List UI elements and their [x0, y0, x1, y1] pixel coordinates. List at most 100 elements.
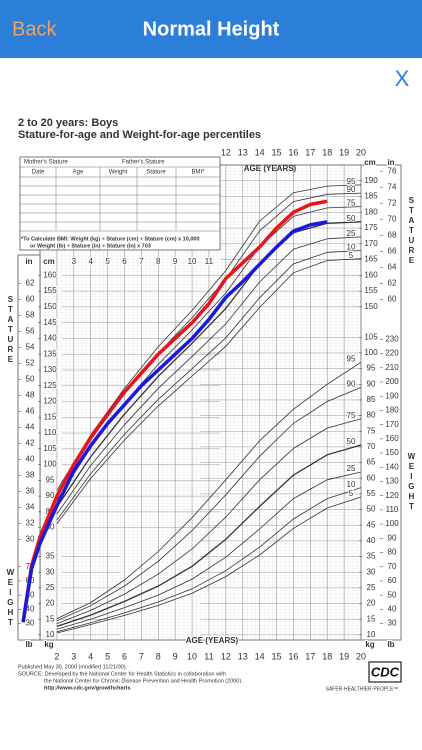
x-tick-label: 18 — [322, 147, 332, 157]
y-tick-label: 85 — [367, 395, 376, 404]
stature-label: STATURE — [6, 295, 15, 365]
column-header: Weight — [109, 170, 128, 176]
y-tick-label: 44 — [26, 423, 35, 432]
y-tick-label: 52 — [26, 359, 35, 368]
y-tick-label: 185 — [364, 192, 378, 201]
column-header: Stature — [146, 170, 166, 176]
y-tick-label: 15 — [46, 614, 55, 623]
cdc-tagline: SAFER·HEALTHIER·PEOPLE™ — [326, 686, 399, 692]
y-tick-label: 110 — [44, 428, 57, 437]
column-header: Date — [32, 170, 45, 176]
unit-label: in — [25, 257, 32, 266]
y-tick-label: 210 — [385, 363, 399, 372]
close-button[interactable]: X — [395, 66, 410, 91]
percentile-curve — [56, 471, 362, 630]
y-tick-label: 65 — [367, 458, 376, 467]
y-tick-label: 30 — [367, 567, 376, 576]
x-tick-label: 3 — [72, 257, 77, 266]
y-tick-label: 90 — [388, 533, 397, 542]
x-tick-label: 6 — [122, 651, 127, 661]
y-tick-label: 46 — [26, 407, 35, 416]
y-tick-label: 165 — [364, 255, 378, 264]
y-tick-label: 35 — [46, 552, 55, 561]
y-tick-label: 72 — [388, 198, 397, 207]
x-tick-label: 9 — [173, 651, 178, 661]
y-tick-label: 60 — [388, 576, 397, 585]
x-tick-label: 20 — [356, 651, 366, 661]
y-tick-label: 190 — [364, 176, 378, 185]
y-tick-label: 220 — [385, 349, 399, 358]
x-tick-label: 4 — [88, 651, 93, 661]
y-tick-label: 80 — [388, 548, 397, 557]
y-tick-label: 40 — [26, 455, 35, 464]
y-tick-label: 90 — [46, 491, 55, 500]
y-tick-label: 115 — [44, 412, 57, 421]
x-axis-label: AGE (YEARS) — [186, 636, 239, 645]
x-tick-label: 12 — [221, 147, 231, 157]
y-tick-label: 25 — [46, 583, 55, 592]
y-tick-label: 190 — [385, 391, 399, 400]
footer-url: http://www.cdc.gov/growthcharts — [44, 685, 131, 691]
cdc-logo-text: CDC — [371, 664, 400, 679]
percentile-label: 75 — [347, 199, 356, 208]
percentile-curve — [56, 361, 362, 619]
y-tick-label: 62 — [388, 278, 397, 287]
y-tick-label: 75 — [367, 426, 376, 435]
percentile-curve — [56, 496, 362, 634]
y-tick-label: 175 — [364, 223, 378, 232]
x-tick-label: 17 — [305, 147, 315, 157]
x-tick-label: 15 — [272, 147, 282, 157]
percentile-label: 90 — [347, 185, 356, 194]
y-tick-label: 120 — [385, 491, 399, 500]
x-tick-label: 7 — [139, 651, 144, 661]
y-tick-label: 74 — [388, 182, 397, 191]
x-tick-label: 13 — [238, 651, 248, 661]
y-tick-label: 40 — [26, 604, 35, 613]
y-tick-label: 62 — [26, 278, 35, 287]
y-tick-label: 95 — [367, 364, 376, 373]
y-tick-label: 50 — [388, 590, 397, 599]
x-tick-label: 15 — [272, 651, 282, 661]
y-tick-label: 100 — [43, 460, 57, 469]
y-tick-label: 155 — [364, 286, 378, 295]
y-tick-label: 30 — [26, 619, 35, 628]
y-tick-label: 105 — [43, 444, 57, 453]
percentile-curve — [56, 444, 362, 628]
x-tick-label: 19 — [339, 651, 349, 661]
y-tick-label: 160 — [364, 270, 378, 279]
y-tick-label: 10 — [367, 630, 376, 639]
y-tick-label: 150 — [385, 448, 399, 457]
y-tick-label: 180 — [385, 406, 399, 415]
unit-label: cm — [43, 257, 55, 266]
x-tick-label: 4 — [88, 257, 93, 266]
unit-label: kg — [44, 640, 53, 649]
percentile-label: 25 — [347, 464, 356, 473]
cdc-logo — [368, 661, 402, 683]
y-tick-label: 140 — [43, 334, 57, 343]
chart-title: 2 to 20 years: Boys — [18, 117, 118, 129]
y-tick-label: 38 — [26, 471, 35, 480]
x-tick-label: 19 — [339, 147, 349, 157]
x-tick-label: 16 — [288, 147, 298, 157]
y-tick-label: 70 — [388, 562, 397, 571]
x-tick-label: 2 — [54, 651, 59, 661]
percentile-curve — [56, 221, 362, 508]
x-tick-label: 7 — [139, 257, 144, 266]
x-tick-label: 10 — [188, 257, 197, 266]
x-tick-label: 10 — [187, 651, 197, 661]
y-tick-label: 32 — [26, 519, 35, 528]
y-tick-label: 150 — [364, 302, 378, 311]
left-axis-panel — [17, 254, 41, 641]
back-button[interactable]: Back — [12, 18, 57, 40]
y-tick-label: 110 — [386, 505, 399, 514]
y-tick-label: 58 — [26, 310, 35, 319]
y-tick-label: 64 — [388, 262, 397, 271]
x-tick-label: 14 — [255, 651, 265, 661]
percentile-label: 95 — [347, 354, 356, 363]
y-tick-label: 50 — [26, 375, 35, 384]
x-tick-label: 20 — [356, 147, 366, 157]
y-tick-label: 30 — [26, 535, 35, 544]
x-tick-label: 3 — [71, 651, 76, 661]
footer-text: Published May 30, 2000 (modified 11/21/0… — [18, 664, 128, 670]
